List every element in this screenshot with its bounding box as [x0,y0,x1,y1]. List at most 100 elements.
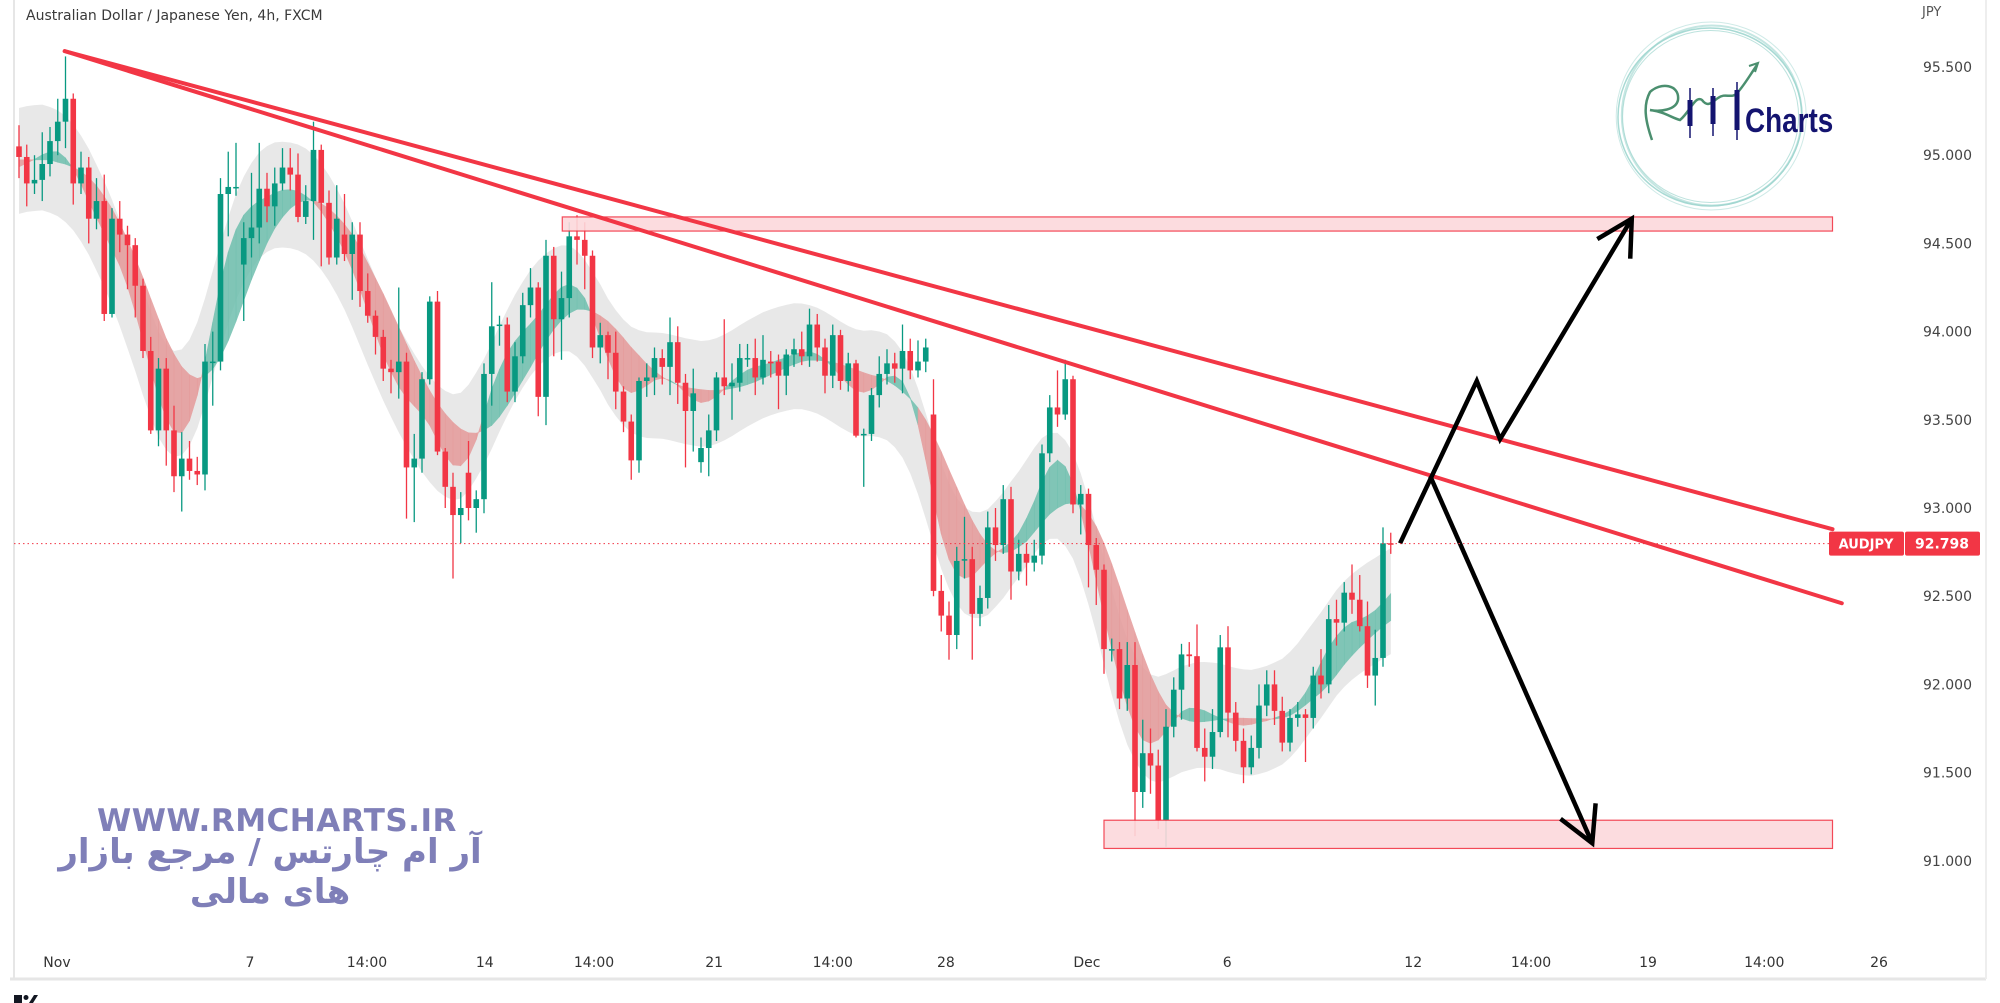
candle [1155,749,1162,830]
candle-body [217,194,224,362]
candle [1341,582,1348,632]
candle [798,331,805,366]
candle-body [674,342,681,383]
candle [295,153,301,223]
candle [527,268,534,318]
candle-body [333,218,340,258]
candle [558,271,565,360]
candle-body [248,227,255,239]
trendline[interactable] [62,49,1844,606]
candle [496,315,503,346]
ribbon-segment-up [1057,459,1066,509]
candle-body [372,315,379,337]
trendlines[interactable] [62,49,1844,606]
logo-text: Charts [1745,101,1833,139]
candle-body [1077,493,1084,505]
candle-body [434,301,441,452]
candle [1287,709,1293,752]
candle-body [1256,705,1262,748]
candle [132,238,139,318]
candle-body [473,499,480,508]
candle-body [1294,714,1301,718]
candle [1318,649,1324,699]
symbol-tag [1829,531,1904,556]
candle [1325,605,1332,694]
time-tick-label: 14:00 [574,955,614,971]
candle-body [1194,656,1200,748]
candle-body [1070,379,1076,505]
trendline[interactable] [62,49,1835,532]
candle [101,174,108,322]
forecast-arrow-path[interactable] [1398,217,1634,545]
zones[interactable] [561,216,1834,850]
candle [380,329,387,381]
candle [597,322,604,364]
candle-body [1217,647,1224,733]
forecast-arrow-path[interactable] [1428,475,1595,845]
candle [1271,670,1278,725]
candle-body [186,458,193,471]
logo-script-r [1644,64,1759,141]
price-zone[interactable] [1103,819,1834,850]
price-zone[interactable] [561,216,1834,232]
candle [566,222,573,318]
candle [1101,564,1107,674]
candle [1364,601,1371,688]
candle-body [961,559,968,561]
arrows[interactable] [1398,214,1635,848]
candle-body [953,560,960,636]
candle-body [527,287,534,306]
candle [674,326,681,404]
indicator-band [19,104,1391,783]
candle-body [1046,407,1053,454]
candle [147,336,154,434]
candle [698,437,704,473]
candle [860,428,867,487]
logo-candle-body [1687,100,1693,126]
candle [271,167,278,226]
candle-body [806,324,813,357]
candle [1023,543,1030,586]
logo-circle [1615,21,1807,211]
candle-body [574,236,580,240]
candle [155,358,162,447]
chart-frame [10,0,1987,981]
candle [1201,728,1208,782]
tradingview-logo-icon[interactable] [14,993,38,1003]
candle [419,372,425,473]
candle [760,335,766,385]
candle [814,313,821,362]
candle [287,148,294,191]
candle-body [814,324,821,348]
candle-body [147,351,154,431]
candle-body [302,201,309,217]
time-axis[interactable]: Nov 7 14:00 14 14:00 21 14:00 28 Dec 6 12 14:00 19 14… [43,955,1888,971]
time-tick-label: Nov [43,955,70,971]
candle [713,372,720,441]
candle [326,190,332,265]
candle [1139,719,1146,808]
candle-body [845,363,852,381]
candle [690,368,697,452]
candle-body [140,285,146,352]
candle-body [705,430,712,449]
symbol-tag-label: AUDJPY [1839,538,1894,553]
candle [984,511,991,609]
candle-body [279,167,286,184]
candle [31,155,38,195]
candle-body [1186,654,1193,657]
candle [1194,624,1200,752]
candle-body [597,335,604,348]
watermark-tagline: آر ام چارتس / مرجع بازار های مالی [58,832,482,912]
candle [1077,485,1084,535]
candle [721,319,728,396]
time-tick-label: 26 [1870,955,1888,971]
candle-body [667,342,673,367]
time-tick-label: 28 [937,955,955,971]
candle [535,282,542,417]
candle-body [364,291,371,316]
candle-body [93,201,100,219]
price-axis[interactable]: AUDJPY 92.798 95.500 95.000 94.500 94.000 93.5… [1829,60,1980,870]
arrowhead-icon [1559,803,1598,848]
